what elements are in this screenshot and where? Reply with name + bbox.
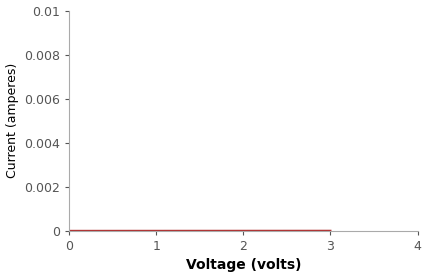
Y-axis label: Current (amperes): Current (amperes) <box>6 63 18 178</box>
X-axis label: Voltage (volts): Voltage (volts) <box>185 259 300 272</box>
